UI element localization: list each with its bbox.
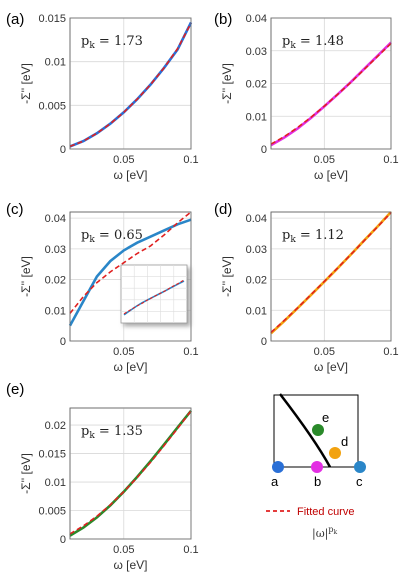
inset-plot-c: [120, 264, 188, 324]
y-tick-label: 0.01: [246, 111, 267, 123]
panel-label: (d): [214, 201, 232, 218]
x-tick-label: 0.1: [183, 154, 198, 166]
point-label-e: e: [322, 410, 329, 425]
y-tick-label: 0.04: [246, 13, 267, 25]
point-a: [272, 461, 284, 473]
y-tick-label: 0.01: [45, 305, 66, 317]
panel-e: (e) 0.05 0.1 0 0.005 0.01 0.015 0.02 pk = 1.35 ω …: [6, 381, 199, 572]
fit-curve: [69, 22, 192, 148]
x-tick-label: 0.05: [314, 346, 335, 358]
x-axis-label: ω [eV]: [113, 360, 147, 374]
pk-annotation: pk = 1.12: [282, 228, 344, 245]
y-tick-label: 0.005: [38, 506, 66, 518]
panel-label: (c): [6, 201, 24, 218]
pk-annotation: pk = 1.35: [81, 424, 143, 441]
plot-frame: [69, 407, 192, 540]
legend-formula: |ω|pk: [312, 525, 338, 541]
y-tick-label: 0.03: [246, 244, 267, 256]
pk-annotation: pk = 1.48: [282, 34, 344, 51]
x-tick-label: 0.1: [383, 346, 398, 358]
y-axis-label: -Σ'' [eV]: [19, 63, 33, 104]
inset-frame: [120, 264, 188, 324]
y-tick-label: 0.02: [246, 275, 267, 287]
y-axis-label: -Σ'' [eV]: [19, 453, 33, 494]
x-tick-label: 0.05: [113, 544, 134, 556]
inset-fit-curve: [123, 279, 185, 315]
panel-a: (a) 0.05 0.1 0 0.005 0.01 0.015 pk = 1.73 ω [eV]…: [6, 11, 199, 182]
y-tick-label: 0.01: [45, 477, 66, 489]
y-tick-label: 0.04: [246, 213, 267, 225]
x-axis-label: ω [eV]: [314, 168, 348, 182]
y-tick-label: 0.015: [38, 13, 66, 25]
y-tick-label: 0: [60, 534, 66, 546]
x-tick-label: 0.1: [383, 154, 398, 166]
x-axis-label: ω [eV]: [314, 360, 348, 374]
x-tick-label: 0.1: [183, 544, 198, 556]
panel-label: (b): [214, 11, 232, 28]
legend-fit-label: Fitted curve: [297, 506, 354, 518]
x-tick-label: 0.05: [113, 346, 134, 358]
data-curve: [68, 218, 192, 327]
y-tick-label: 0.02: [246, 79, 267, 91]
x-tick-label: 0.05: [113, 154, 134, 166]
plot-frame: [270, 17, 392, 150]
y-axis-label: -Σ'' [eV]: [220, 256, 234, 297]
plot-area: [69, 17, 192, 150]
point-d: [329, 447, 341, 459]
x-axis-label: ω [eV]: [113, 558, 147, 572]
point-c: [354, 461, 366, 473]
plot-area: [69, 407, 192, 540]
fit-curve: [270, 42, 392, 145]
x-tick-label: 0.05: [314, 154, 335, 166]
fit-curve: [270, 212, 392, 333]
point-b: [311, 461, 323, 473]
plot-frame: [69, 211, 192, 342]
point-label-a: a: [271, 474, 279, 489]
x-axis-label: ω [eV]: [113, 168, 147, 182]
y-tick-label: 0.01: [246, 305, 267, 317]
point-label-c: c: [356, 474, 363, 489]
pk-annotation: pk = 1.73: [81, 34, 143, 51]
point-e: [312, 424, 324, 436]
y-tick-label: 0: [261, 144, 267, 156]
y-tick-label: 0: [261, 336, 267, 348]
panel-label: (e): [6, 381, 24, 398]
point-label-d: d: [341, 434, 348, 449]
y-tick-label: 0.02: [45, 420, 66, 432]
x-tick-label: 0.1: [183, 346, 198, 358]
y-axis-label: -Σ'' [eV]: [220, 63, 234, 104]
plot-frame: [270, 211, 392, 342]
panel-label: (a): [6, 11, 24, 28]
y-tick-label: 0.03: [45, 244, 66, 256]
y-tick-label: 0.015: [38, 449, 66, 461]
y-tick-label: 0: [60, 144, 66, 156]
panel-b: (b) 0.05 0.1 0 0.01 0.02 0.03 0.04 pk = 1.48 ω [e…: [214, 11, 399, 182]
y-tick-label: 0.01: [45, 57, 66, 69]
fit-curve: [69, 410, 192, 535]
y-tick-label: 0.03: [246, 46, 267, 58]
panel-d: (d) 0.05 0.1 0 0.01 0.02 0.03 0.04 pk = 1.12 ω [e…: [214, 201, 399, 374]
plot-frame: [69, 17, 192, 150]
diagram-curve: [279, 393, 332, 468]
y-axis-label: -Σ'' [eV]: [19, 256, 33, 297]
point-label-b: b: [314, 474, 321, 489]
diagram-schematic: a b c de Fitted curve |ω|pk: [266, 393, 366, 541]
y-tick-label: 0.005: [38, 100, 66, 112]
fit-curve: [69, 211, 192, 314]
y-tick-label: 0: [60, 336, 66, 348]
y-tick-label: 0.02: [45, 275, 66, 287]
pk-annotation: pk = 0.65: [81, 228, 143, 245]
y-tick-label: 0.04: [45, 213, 66, 225]
data-curve: [69, 409, 193, 537]
